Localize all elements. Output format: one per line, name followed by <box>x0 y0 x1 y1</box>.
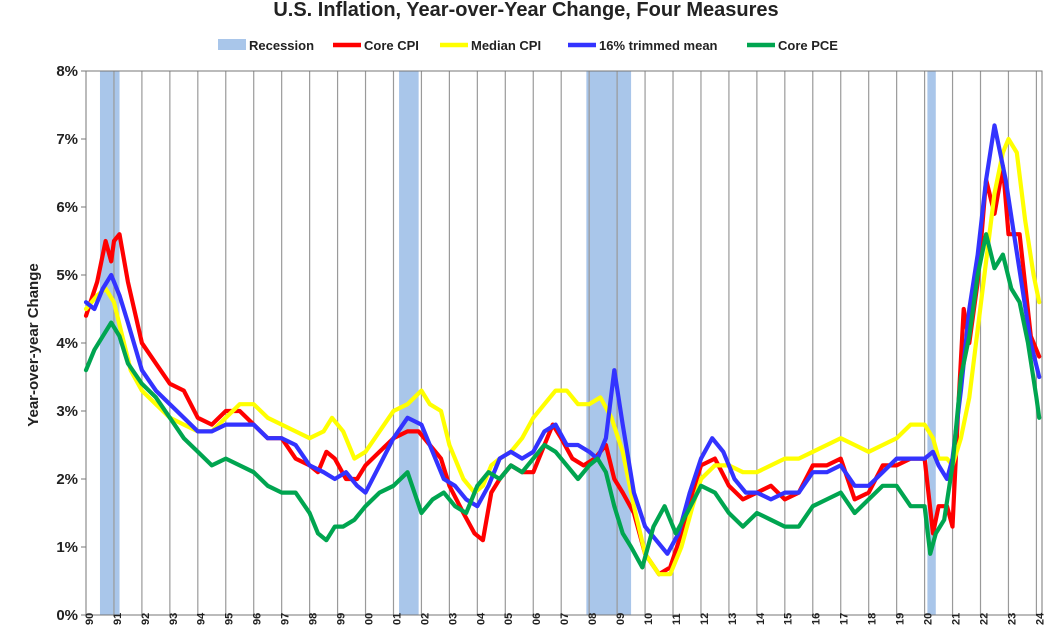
x-tick-label: 99 <box>335 613 347 625</box>
x-tick-label: 94 <box>196 612 208 625</box>
y-tick-label: 1% <box>56 539 78 556</box>
x-tick-label: 07 <box>559 613 571 625</box>
x-axis: 90 91 92 93 94 95 96 97 98 99 00 01 02 03 04 05 06 07 08 09… <box>84 612 1046 625</box>
x-tick-label: 97 <box>280 613 292 625</box>
legend-label: Core PCE <box>778 38 838 53</box>
x-tick-label: 02 <box>419 613 431 625</box>
x-tick-label: 12 <box>699 613 711 625</box>
series-line-core-pce <box>83 232 1042 570</box>
recession-band <box>586 71 632 615</box>
recession-band <box>399 71 419 615</box>
x-tick-label: 17 <box>839 613 851 625</box>
y-tick-label: 2% <box>56 471 78 488</box>
y-tick-label: 5% <box>56 267 78 284</box>
legend-label: Median CPI <box>471 38 541 53</box>
legend-label: Core CPI <box>364 38 419 53</box>
x-tick-label: 08 <box>587 613 599 625</box>
y-tick-label: 4% <box>56 335 78 352</box>
x-tick-label: 21 <box>950 613 962 625</box>
x-tick-label: 01 <box>391 613 403 625</box>
x-tick-label: 93 <box>168 613 180 625</box>
x-tick-label: 10 <box>643 613 655 625</box>
recession-shading <box>99 71 936 615</box>
series-line-core-cpi <box>83 164 1042 577</box>
x-tick-label: 14 <box>755 612 767 625</box>
x-tick-label: 05 <box>503 613 515 625</box>
x-tick-label: 96 <box>252 613 264 625</box>
vertical-gridlines <box>113 71 1038 615</box>
x-tick-label: 13 <box>727 613 739 625</box>
x-tick-label: 00 <box>363 613 375 625</box>
x-tick-label: 04 <box>475 612 487 625</box>
x-tick-label: 09 <box>615 613 627 625</box>
x-tick-label: 92 <box>140 613 152 625</box>
series-line-16-trimmed-mean <box>83 123 1042 556</box>
plot-frame <box>85 70 1043 616</box>
chart-legend: Recession Core CPI Median CPI 16% trimmed m… <box>218 38 838 53</box>
x-tick-label: 22 <box>978 613 990 625</box>
y-tick-label: 6% <box>56 199 78 216</box>
y-axis-label: Year-over-year Change <box>25 263 42 426</box>
chart-title: U.S. Inflation, Year-over-Year Change, F… <box>273 0 778 21</box>
x-tick-label: 95 <box>224 613 236 625</box>
legend-label: 16% trimmed mean <box>599 38 718 53</box>
x-tick-label: 16 <box>811 613 823 625</box>
x-tick-label: 06 <box>531 613 543 625</box>
x-tick-label: 91 <box>112 613 124 625</box>
x-tick-label: 03 <box>447 613 459 625</box>
y-tick-label: 8% <box>56 63 78 80</box>
x-tick-label: 98 <box>308 613 320 625</box>
y-tick-label: 3% <box>56 403 78 420</box>
x-tick-label: 23 <box>1006 613 1018 625</box>
y-tick-label: 0% <box>56 607 78 624</box>
x-tick-label: 20 <box>923 613 935 625</box>
series-line-median-cpi <box>83 136 1042 577</box>
x-tick-label: 19 <box>895 613 907 625</box>
y-tick-label: 7% <box>56 131 78 148</box>
legend-swatch-recession <box>218 39 246 50</box>
x-tick-label: 90 <box>84 613 96 625</box>
x-tick-label: 18 <box>867 613 879 625</box>
x-tick-label: 15 <box>783 613 795 625</box>
x-tick-label: 11 <box>671 613 683 625</box>
series-lines <box>83 123 1042 577</box>
recession-band <box>927 71 936 615</box>
recession-band <box>99 71 120 615</box>
x-tick-label: 24 <box>1034 612 1046 625</box>
y-axis: 0% 1% 2% 3% 4% 5% 6% 7% 8% <box>56 63 86 624</box>
legend-label: Recession <box>249 38 314 53</box>
